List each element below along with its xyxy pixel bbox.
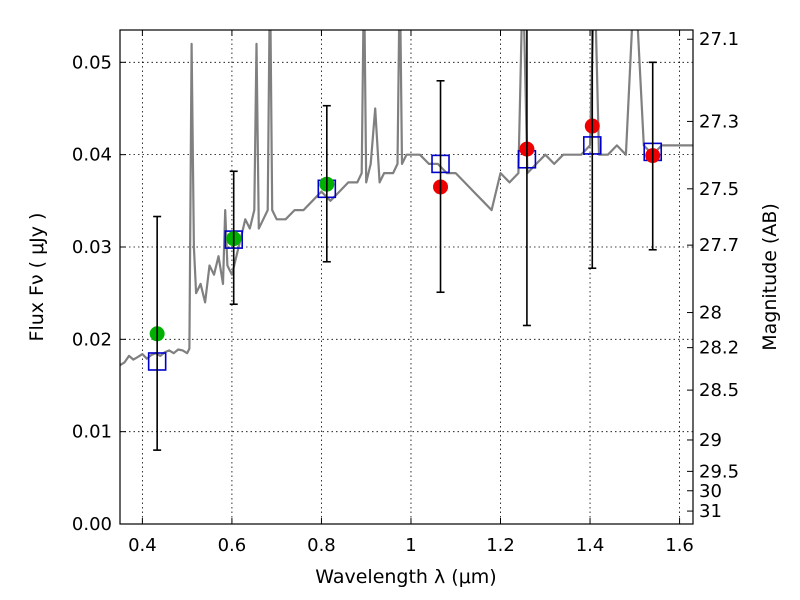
plot-frame: [119, 29, 694, 525]
x-tick-label: 1.6: [665, 535, 694, 556]
right-axis-title: Magnitude (AB): [759, 203, 781, 351]
right-tick-label: 27.3: [699, 111, 739, 132]
y-tick-label: 0.02: [72, 329, 112, 350]
grid: [120, 30, 693, 525]
x-axis-title: Wavelength λ (μm): [315, 566, 496, 588]
right-tick-label: 28.5: [699, 380, 739, 401]
right-tick-label: 27.5: [699, 179, 739, 200]
right-tick-label: 27.7: [699, 235, 739, 256]
right-tick-label: 29: [699, 430, 722, 451]
y-axis-title: Flux Fν ( μJy ): [26, 213, 48, 342]
right-tick-label: 28: [699, 303, 722, 324]
x-tick-label: 1.4: [576, 535, 605, 556]
x-tick-label: 1: [405, 535, 416, 556]
x-tick-label: 0.8: [307, 535, 336, 556]
x-tick-label: 1.2: [486, 535, 515, 556]
y-tick-label: 0.04: [72, 145, 112, 166]
y-tick-label: 0.05: [72, 52, 112, 73]
x-tick-label: 0.4: [128, 535, 157, 556]
y-tick-label: 0.01: [72, 422, 112, 443]
y-tick-label: 0.00: [72, 514, 112, 535]
right-tick-label: 27.1: [699, 29, 739, 50]
right-tick-label: 29.5: [699, 461, 739, 482]
data-layer: [120, 30, 693, 451]
model-spectrum-line: [120, 30, 693, 367]
right-tick-label: 31: [699, 501, 722, 522]
tick-marks: [120, 30, 693, 525]
tick-labels: 0.4 0.6 0.8 1 1.2 1.4 1.6 0.00 0.01 0.02 0.03 0.04 0…: [72, 29, 739, 556]
right-tick-label: 28.2: [699, 338, 739, 359]
right-tick-label: 30: [699, 481, 722, 502]
x-tick-label: 0.6: [218, 535, 247, 556]
y-tick-label: 0.03: [72, 237, 112, 258]
